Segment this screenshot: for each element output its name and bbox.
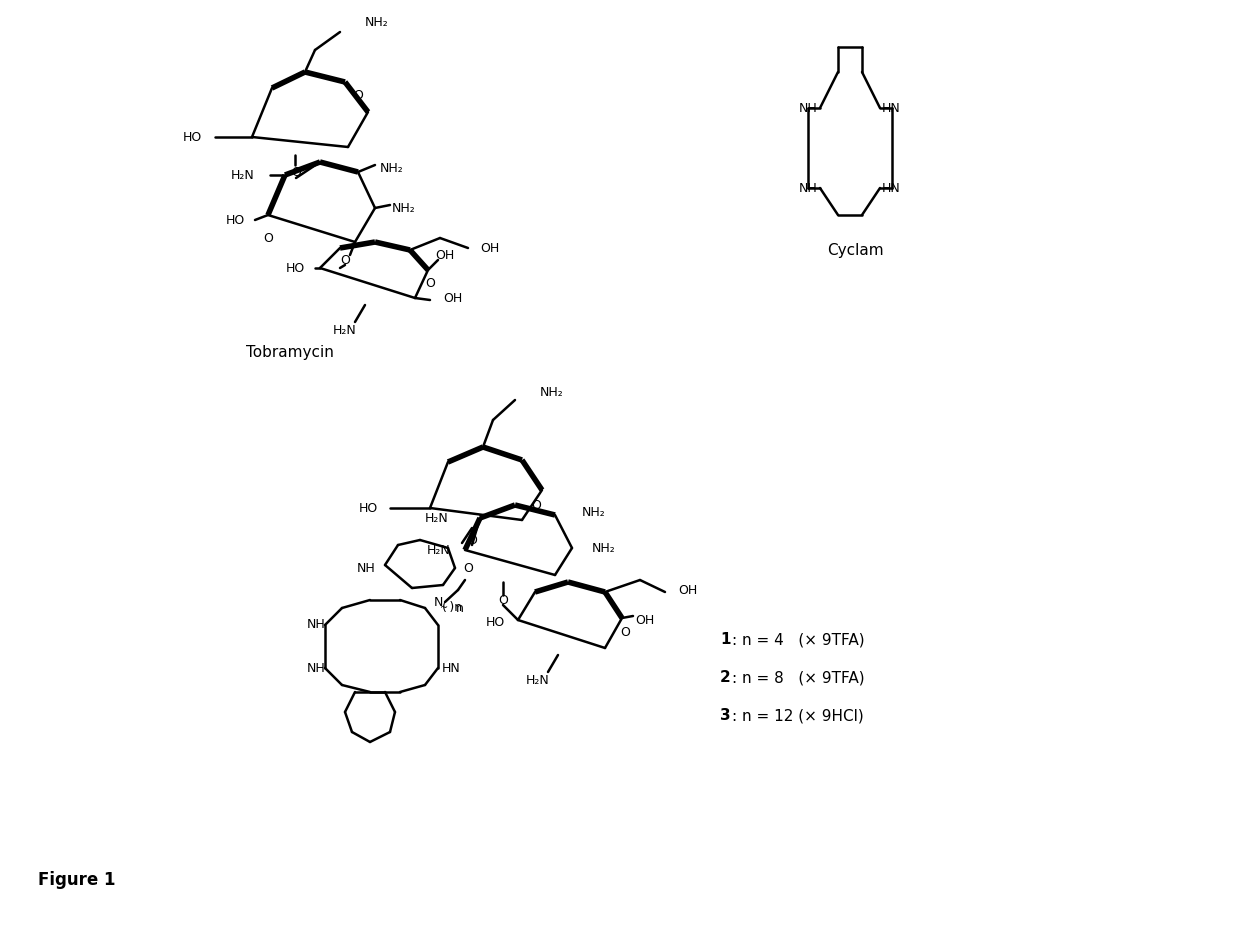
Text: : n = 8   (× 9TFA): : n = 8 (× 9TFA) [732,671,864,685]
Text: N: N [433,596,443,608]
Text: OH: OH [435,249,454,262]
Text: : n = 12 (× 9HCl): : n = 12 (× 9HCl) [732,709,864,723]
Text: ( )n: ( )n [441,602,463,615]
Text: 1: 1 [720,632,730,647]
Text: O: O [291,165,301,178]
Text: NH₂: NH₂ [539,385,564,399]
Text: O: O [498,593,508,606]
Text: ~: ~ [440,603,448,613]
Text: NH: NH [306,619,325,631]
Text: NH₂: NH₂ [392,201,415,214]
Text: OH: OH [443,291,463,305]
Text: Cyclam: Cyclam [827,243,883,257]
Text: H₂N: H₂N [424,512,448,525]
Text: H₂N: H₂N [231,169,255,181]
Text: 2: 2 [720,671,730,685]
Text: NH₂: NH₂ [591,542,616,554]
Text: NH₂: NH₂ [365,15,389,28]
Text: NH₂: NH₂ [379,161,404,175]
Text: NH: NH [356,562,374,574]
Text: H₂N: H₂N [427,544,450,556]
Text: NH₂: NH₂ [582,506,606,518]
Text: HO: HO [182,131,202,143]
Text: Figure 1: Figure 1 [38,871,115,889]
Text: HN: HN [882,102,900,115]
Text: HO: HO [486,616,505,628]
Text: H₂N: H₂N [334,324,357,337]
Text: 3: 3 [720,709,730,723]
Text: Tobramycin: Tobramycin [246,344,334,360]
Text: O: O [463,562,472,574]
Text: NH: NH [800,181,818,195]
Text: O: O [467,533,477,547]
Text: OH: OH [480,241,500,254]
Text: HO: HO [285,262,305,274]
Text: HO: HO [226,214,246,227]
Text: : n = 4   (× 9TFA): : n = 4 (× 9TFA) [732,632,864,647]
Text: O: O [531,498,541,512]
Text: O: O [620,625,630,639]
Text: O: O [425,276,435,289]
Text: O: O [353,88,363,102]
Text: OH: OH [635,613,655,626]
Text: O: O [340,253,350,267]
Text: n: n [456,602,464,615]
Text: O: O [263,232,273,245]
Text: HO: HO [358,501,378,514]
Text: HN: HN [441,661,461,675]
Text: H₂N: H₂N [526,674,549,686]
Text: OH: OH [678,584,697,597]
Text: HN: HN [882,181,900,195]
Text: NH: NH [800,102,818,115]
Text: NH: NH [306,661,325,675]
